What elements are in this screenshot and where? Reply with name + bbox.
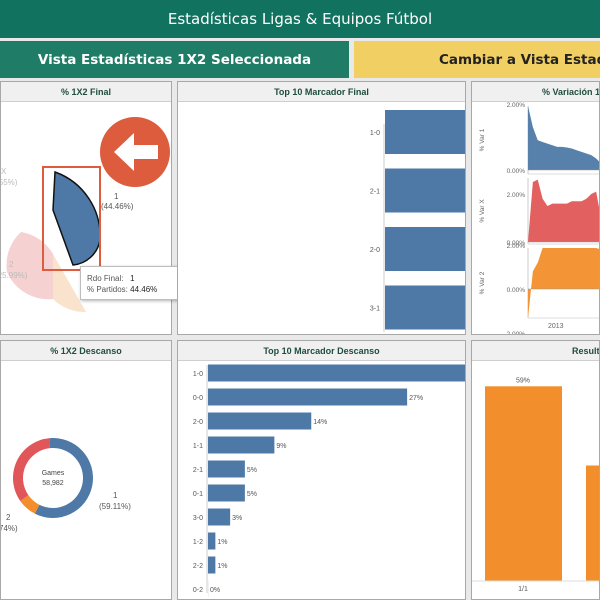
bar[interactable] [208, 412, 312, 430]
bar-category-label: 2-1 [193, 467, 203, 474]
dashboard-title: Estadísticas Ligas & Equipos Fútbol [0, 0, 600, 38]
pie-label-1: 1 [114, 192, 119, 201]
panel-1x2-descanso: % 1X2 Descanso Games 58,982 1 (59.11%) 2 74%) [0, 340, 172, 600]
top10-final-chart[interactable]: 1-034%2-128%2-024%3-113% [178, 82, 466, 335]
tooltip-key-rdo: Rdo Final: [87, 274, 124, 283]
bar-category-label: 1-0 [193, 371, 203, 378]
pie-label-x: X [1, 167, 7, 176]
bar-value-label: 0% [210, 587, 220, 594]
panel-title: % 1X2 Final [1, 82, 171, 102]
bar[interactable] [208, 388, 408, 406]
back-arrow-button[interactable] [100, 117, 170, 187]
bar-value-label: 9% [276, 443, 286, 450]
resultados-bar[interactable] [485, 386, 562, 581]
bar[interactable] [208, 484, 245, 502]
tab-vista-1x2-selected[interactable]: Vista Estadísticas 1X2 Seleccionada [0, 41, 349, 78]
bar-value-label: 5% [247, 467, 257, 474]
top10-descanso-chart[interactable]: 1-035%0-027%2-014%1-19%2-15%0-15%3-03%1-… [178, 341, 466, 600]
panel-title: Top 10 Marcador Descanso [178, 341, 465, 361]
var-tick-label: 2.00% [507, 192, 526, 199]
var-x-tick: 2013 [548, 323, 564, 330]
var-area-2[interactable] [528, 179, 600, 242]
resultados-bar-label: 59% [516, 377, 530, 384]
var-axis-title: % Var 2 [479, 271, 486, 294]
tab-cambiar-vista[interactable]: Cambiar a Vista Estadísticas [354, 41, 600, 78]
panel-resultados: Resulta 59% 1/1 [471, 340, 600, 600]
bar-category-label: 1-1 [193, 443, 203, 450]
donut-value-2: 74%) [1, 524, 18, 533]
pie-slice-2[interactable] [53, 254, 86, 313]
panel-top10-descanso: Top 10 Marcador Descanso 1-035%0-027%2-0… [177, 340, 466, 600]
bar[interactable] [385, 110, 466, 154]
var-tick-label: 2.00% [507, 243, 526, 250]
bar-category-label: 2-2 [193, 563, 203, 570]
bar-category-label: 2-0 [370, 247, 380, 254]
pie-value-x: (29.55%) [1, 178, 18, 187]
arrow-left-icon [114, 133, 158, 171]
pie-slice-x[interactable] [6, 232, 53, 300]
bar-category-label: 2-1 [370, 189, 380, 196]
pie-selection-box [42, 166, 101, 271]
resultados-bar[interactable] [586, 465, 600, 582]
tooltip-val-partidos: 44.46% [130, 285, 158, 294]
var-axis-title: % Var 1 [479, 128, 486, 151]
var-area-1[interactable] [528, 106, 600, 170]
tooltip-val-rdo: 1 [130, 274, 135, 283]
bar-value-label: 27% [409, 395, 423, 402]
var-axis-title: % Var X [479, 199, 486, 223]
bar[interactable] [385, 227, 466, 271]
var-tick-label: 0.00% [507, 240, 526, 247]
bar[interactable] [208, 436, 275, 454]
panel-title: % Variación 1X [472, 82, 599, 102]
donut-label-1: 1 [113, 491, 118, 500]
var-tick-label: 0.00% [507, 168, 526, 175]
bar-value-label: 3% [232, 515, 242, 522]
bar-value-label: 5% [247, 491, 257, 498]
bar[interactable] [385, 285, 466, 330]
panel-title: Top 10 Marcador Final [178, 82, 465, 102]
bar[interactable] [208, 532, 216, 550]
bar-category-label: 1-0 [370, 130, 380, 137]
donut-label-2: 2 [6, 513, 11, 522]
bar-category-label: 3-0 [193, 515, 203, 522]
bar[interactable] [208, 556, 216, 574]
pie-value-1: (44.46%) [101, 202, 134, 211]
panel-top10-final: Top 10 Marcador Final 1-034%2-128%2-024%… [177, 81, 466, 335]
bar-category-label: 0-2 [193, 587, 203, 594]
panel-variacion: % Variación 1X 2.00% 0.00%% Var 1 2.00% 0.0… [471, 81, 600, 335]
var-tick-label: 2.00% [507, 102, 526, 109]
var-area-3[interactable] [528, 248, 600, 318]
donut-center-label: Games [42, 470, 65, 477]
panel-title: Resulta [472, 341, 599, 361]
pie-final-chart[interactable]: 1 (44.46%) X (29.55%) 2 (25.99%) [1, 82, 172, 335]
bar[interactable] [208, 460, 245, 478]
bar[interactable] [208, 364, 466, 382]
donut-descanso-chart[interactable]: Games 58,982 1 (59.11%) 2 74%) [1, 341, 172, 600]
bar-value-label: 14% [313, 419, 327, 426]
tooltip-key-partidos: % Partidos: [87, 285, 128, 294]
panel-title: % 1X2 Descanso [1, 341, 171, 361]
bar-category-label: 3-1 [370, 306, 380, 313]
donut-center-value: 58,982 [42, 480, 64, 487]
var-tick-label: 0.00% [507, 287, 526, 294]
bar-value-label: 1% [217, 563, 227, 570]
bar-category-label: 0-1 [193, 491, 203, 498]
resultados-chart[interactable]: 59% 1/1 [472, 341, 600, 600]
variacion-chart[interactable]: 2.00%0.00%% Var 12.00%0.00%% Var X2.00%0… [472, 82, 600, 335]
bar-category-label: 2-0 [193, 419, 203, 426]
donut-slice-x[interactable] [13, 438, 51, 501]
donut-value-1: (59.11%) [99, 502, 131, 511]
pie-tooltip: Rdo Final: 1 % Partidos: 44.46% [80, 266, 192, 300]
pie-value-2: (25.99%) [1, 271, 28, 280]
resultados-x-tick: 1/1 [518, 586, 528, 593]
var-tick-label: -2.00% [504, 331, 525, 335]
bar-category-label: 0-0 [193, 395, 203, 402]
bar[interactable] [385, 168, 466, 213]
pie-label-2: 2 [9, 260, 14, 269]
donut-slice-1[interactable] [34, 438, 94, 518]
bar-value-label: 1% [217, 539, 227, 546]
bar[interactable] [208, 508, 231, 526]
bar-category-label: 1-2 [193, 539, 203, 546]
donut-slice-2[interactable] [20, 495, 40, 514]
